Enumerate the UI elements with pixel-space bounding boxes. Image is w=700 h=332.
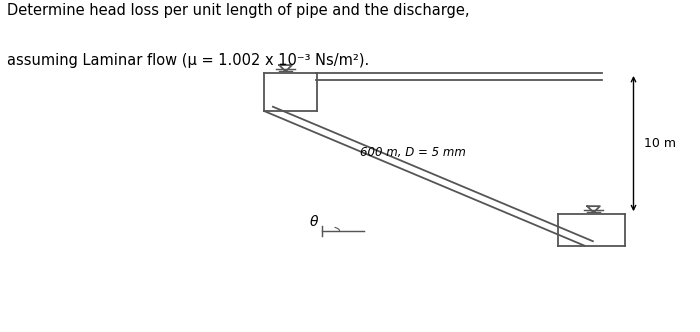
Text: θ: θ [309,215,318,229]
Text: assuming Laminar flow (μ = 1.002 x 10⁻³ Ns/m²).: assuming Laminar flow (μ = 1.002 x 10⁻³ … [7,53,370,68]
Text: 10 m: 10 m [644,137,676,150]
Text: Determine head loss per unit length of pipe and the discharge,: Determine head loss per unit length of p… [7,3,470,18]
Text: 600 m, D = 5 mm: 600 m, D = 5 mm [360,146,466,159]
